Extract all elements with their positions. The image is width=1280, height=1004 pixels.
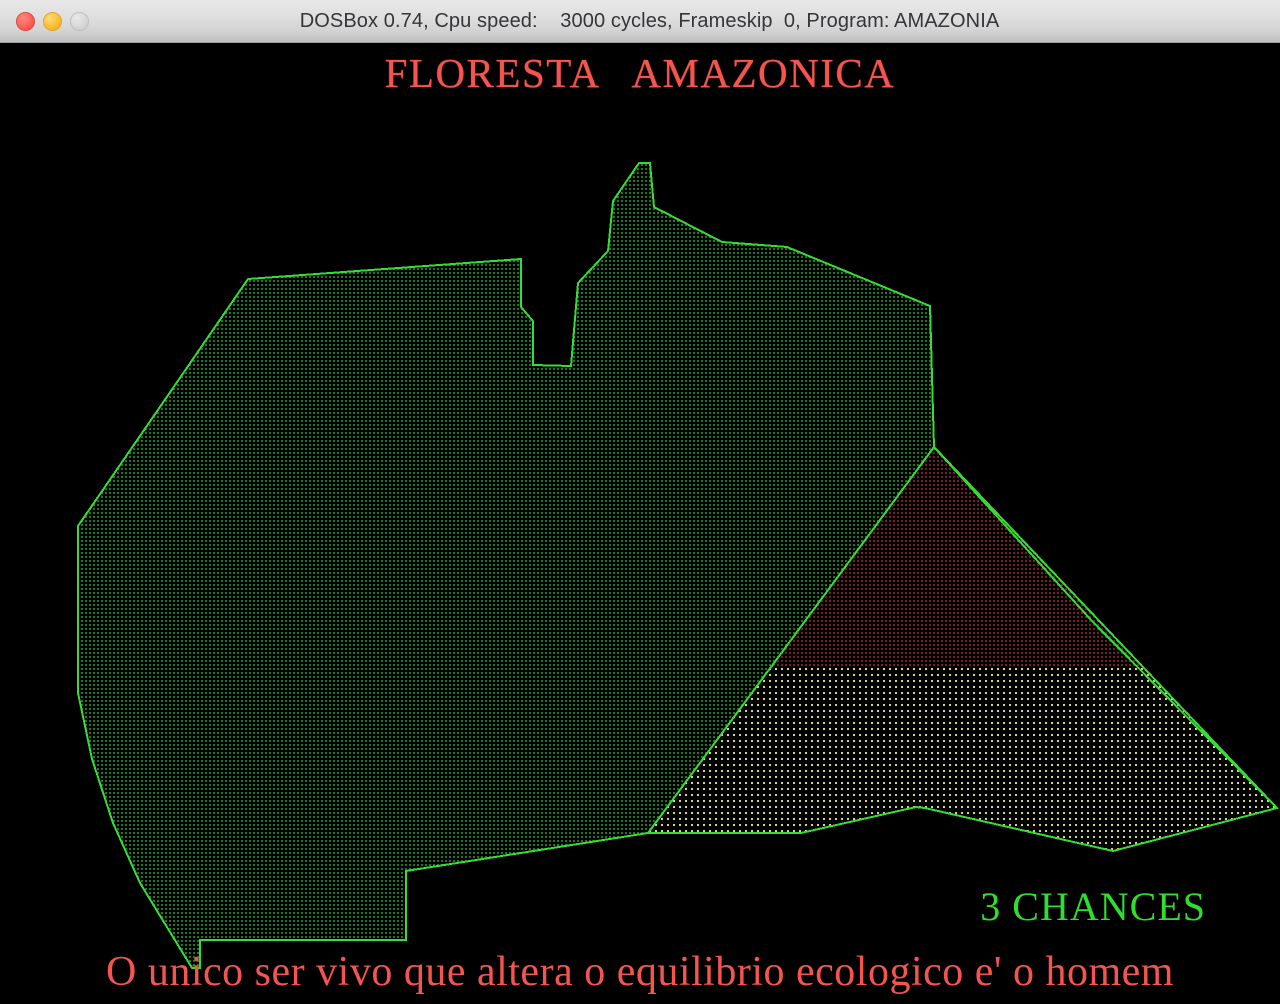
minimize-button[interactable] — [43, 11, 62, 31]
chances-counter: 3 CHANCES — [980, 884, 1206, 929]
forest-fill-group — [78, 163, 1277, 968]
amazon-forest-map — [77, 162, 1279, 969]
deforested-outline — [646, 445, 1279, 853]
window-titlebar: DOSBox 0.74, Cpu speed: 3000 cycles, Fra… — [0, 0, 1280, 43]
zoom-button[interactable] — [70, 11, 89, 31]
window-controls — [16, 11, 89, 31]
forest-outline — [77, 162, 1279, 969]
forest-dot-fill — [78, 163, 1277, 968]
game-title: FLORESTA AMAZONICA — [384, 50, 896, 96]
window-title: DOSBox 0.74, Cpu speed: 3000 cycles, Fra… — [299, 9, 1000, 32]
dos-game-screen[interactable]: FLORESTA AMAZONICA 3 CHANCES O unico ser… — [0, 43, 1280, 1004]
eco-fact-ticker: O unico ser vivo que altera o equilibrio… — [106, 949, 1174, 995]
close-button[interactable] — [16, 11, 35, 31]
